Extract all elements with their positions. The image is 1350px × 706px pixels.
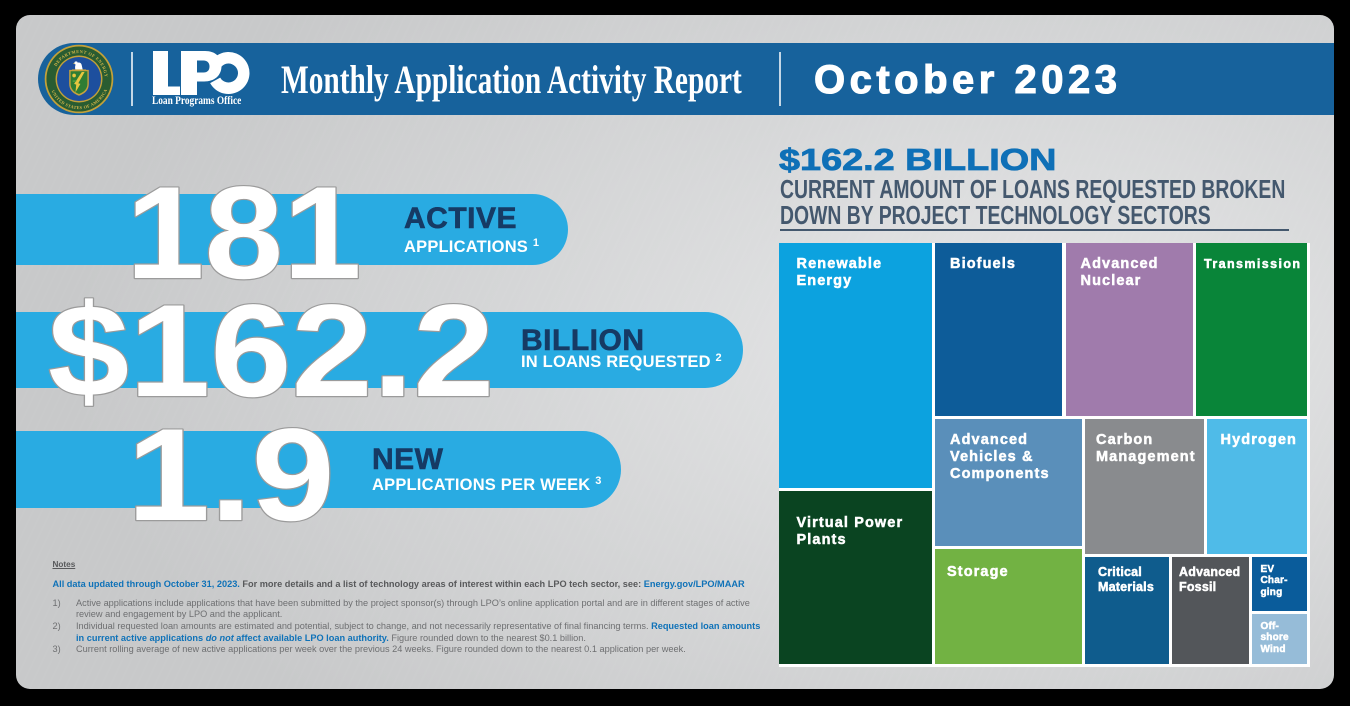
svg-text:$162.2: $162.2 xyxy=(48,277,494,424)
svg-text:1.9: 1.9 xyxy=(127,401,335,548)
svg-text:181: 181 xyxy=(126,158,362,305)
